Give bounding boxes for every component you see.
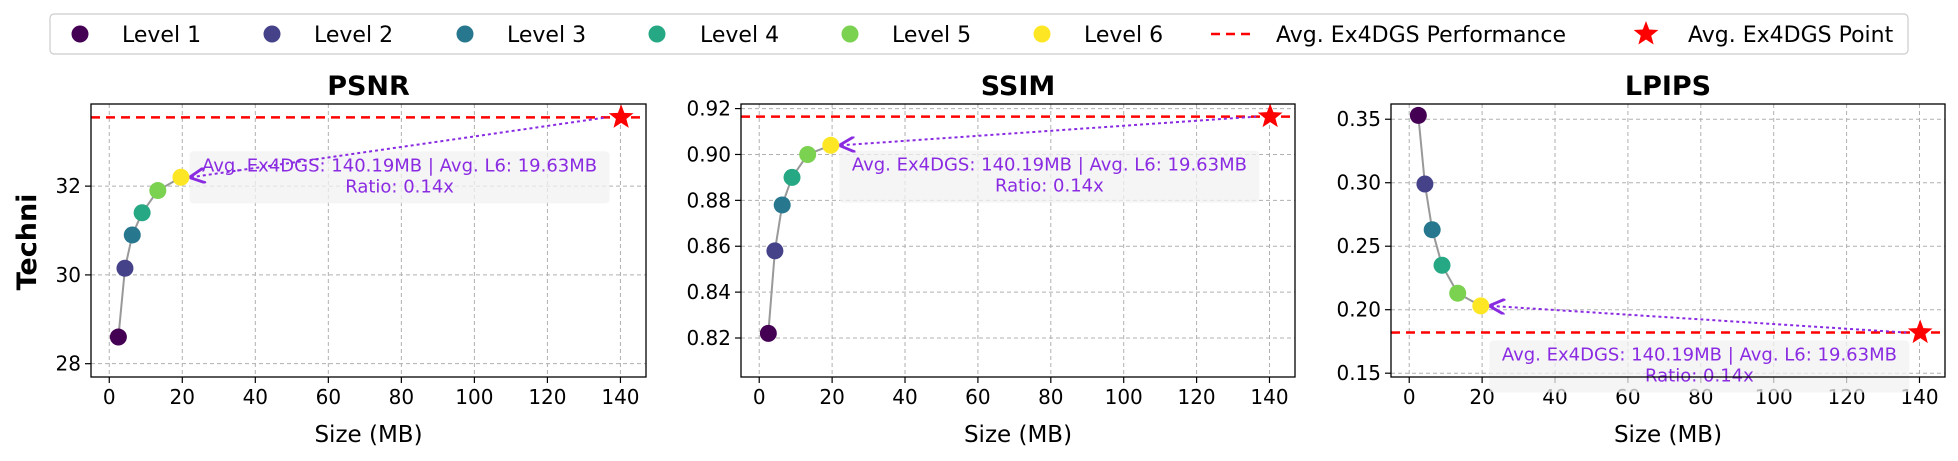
y-tick-label: 32: [56, 174, 81, 198]
axes-frame: [740, 103, 1296, 378]
x-tick-label: 60: [316, 385, 341, 409]
data-point-level-2: [766, 242, 784, 260]
legend-label: Avg. Ex4DGS Point: [1688, 23, 1894, 48]
annotation-line-1: Avg. Ex4DGS: 140.19MB | Avg. L6: 19.63MB: [202, 155, 597, 176]
annotation-box: [839, 150, 1260, 203]
x-tick-label: 100: [1105, 385, 1143, 409]
x-axis-label: Size (MB): [964, 422, 1072, 448]
data-point-level-2: [1416, 175, 1434, 193]
data-point-level-4: [783, 168, 801, 186]
annotation-arrow: [841, 115, 1257, 146]
x-axis-label: Size (MB): [1614, 422, 1722, 448]
legend-marker-level-6: [1033, 25, 1051, 43]
data-point-level-1: [1409, 106, 1427, 124]
y-tick-label: 0.88: [686, 188, 731, 212]
data-point-level-5: [1449, 284, 1467, 302]
legend-label: Avg. Ex4DGS Performance: [1276, 23, 1566, 48]
y-tick-label: 0.35: [1336, 107, 1381, 131]
data-point-level-4: [1433, 256, 1451, 274]
data-point-level-3: [123, 226, 141, 244]
subplot-title: LPIPS: [1625, 71, 1711, 102]
legend-label: Level 3: [507, 23, 586, 48]
data-point-level-5: [799, 145, 817, 163]
legend-marker-level-4: [648, 25, 666, 43]
y-tick-label: 0.15: [1336, 361, 1381, 385]
y-tick-label: 0.30: [1336, 171, 1381, 195]
legend-marker-level-2: [263, 25, 281, 43]
y-tick-label: 0.86: [686, 234, 731, 258]
x-tick-label: 80: [1038, 385, 1063, 409]
y-tick-label: 30: [56, 263, 81, 287]
data-point-level-6: [1472, 297, 1490, 315]
data-point-level-3: [1423, 221, 1441, 239]
legend-label: Level 1: [122, 23, 201, 48]
legend-label: Level 5: [892, 23, 971, 48]
reference-star-icon: [1907, 319, 1933, 344]
x-tick-label: 120: [528, 385, 566, 409]
annotation-arrow: [191, 116, 608, 177]
x-tick-label: 20: [819, 385, 844, 409]
subplot-ssim: SSIM 0 20 40 60 80 100 120 140 0.82 0.84 0.86 0.88 0.…: [686, 71, 1296, 448]
data-point-level-2: [116, 259, 134, 277]
legend-marker-level-5: [841, 25, 859, 43]
annotation-box: [1489, 340, 1910, 393]
legend-label: Level 2: [314, 23, 393, 48]
legend-marker-level-1: [71, 25, 89, 43]
x-tick-label: 40: [243, 385, 268, 409]
annotation-box: [189, 151, 610, 204]
x-axis-label: Size (MB): [314, 422, 422, 448]
axes-frame: [90, 103, 647, 378]
x-tick-label: 60: [965, 385, 990, 409]
data-point-level-5: [149, 182, 167, 200]
figure-ylabel: Techni: [12, 194, 43, 291]
x-tick-label: 20: [170, 385, 195, 409]
data-point-level-3: [773, 196, 791, 214]
x-tick-label: 100: [455, 385, 493, 409]
x-tick-label: 140: [601, 385, 639, 409]
legend-marker-level-3: [456, 25, 474, 43]
x-tick-label: 80: [389, 385, 414, 409]
y-tick-label: 0.92: [686, 97, 731, 121]
x-tick-label: 120: [1177, 385, 1215, 409]
y-tick-label: 0.20: [1336, 298, 1381, 322]
y-tick-label: 0.25: [1336, 234, 1381, 258]
annotation-line-1: Avg. Ex4DGS: 140.19MB | Avg. L6: 19.63MB: [852, 155, 1247, 176]
data-point-level-6: [822, 136, 840, 154]
legend: Level 1 Level 2 Level 3 Level 4 Level 5 Level…: [49, 13, 1909, 55]
legend-frame: [49, 13, 1909, 55]
x-tick-label: 0: [753, 385, 766, 409]
legend-label: Level 4: [700, 23, 779, 48]
axes-frame: [1390, 103, 1946, 378]
x-tick-label: 40: [892, 385, 917, 409]
reference-star-icon: [1257, 103, 1283, 128]
annotation-line-2: Ratio: 0.14x: [995, 176, 1104, 197]
level-connector-line: [117, 176, 182, 338]
legend-label: Level 6: [1084, 23, 1163, 48]
annotation-line-2: Ratio: 0.14x: [1645, 366, 1754, 387]
annotation-arrow: [1491, 306, 1907, 334]
data-point-level-4: [133, 204, 151, 222]
x-tick-label: 0: [103, 385, 116, 409]
level-connector-line: [1417, 115, 1482, 307]
subplot-title: SSIM: [981, 71, 1056, 102]
y-tick-label: 0.84: [686, 280, 731, 304]
legend-marker-star-icon: [1633, 21, 1659, 45]
x-tick-label: 0: [1403, 385, 1416, 409]
data-point-level-6: [172, 168, 190, 186]
subplot-title: PSNR: [327, 71, 410, 102]
y-tick-label: 0.82: [686, 326, 731, 350]
data-point-level-1: [759, 324, 777, 342]
x-tick-label: 140: [1250, 385, 1288, 409]
annotation-line-2: Ratio: 0.14x: [345, 176, 454, 197]
annotation-line-1: Avg. Ex4DGS: 140.19MB | Avg. L6: 19.63MB: [1502, 345, 1897, 366]
y-tick-label: 28: [56, 352, 81, 376]
subplot-psnr: PSNR 0 20 40 60 80 100 120 140 28 30 32 Size (MB) Avg…: [56, 71, 647, 448]
reference-star-icon: [608, 104, 634, 128]
data-point-level-1: [109, 328, 127, 346]
y-tick-label: 0.90: [686, 142, 731, 166]
